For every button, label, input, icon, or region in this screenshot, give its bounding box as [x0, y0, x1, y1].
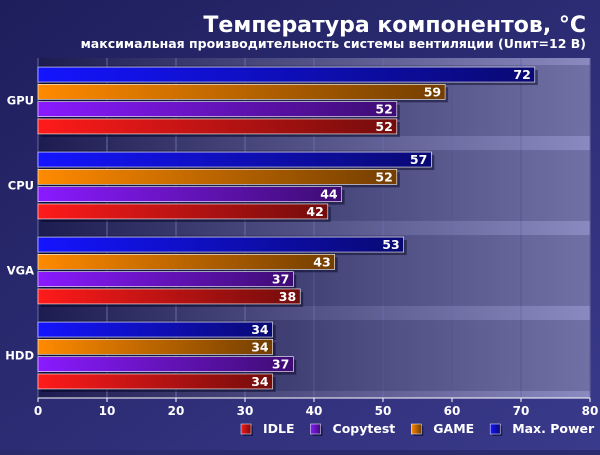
bar: [37, 373, 273, 390]
bar-value-label: 53: [382, 237, 399, 252]
bar-value-label: 42: [306, 204, 323, 219]
bar-value-label: 52: [375, 102, 392, 117]
legend-swatch: [240, 423, 252, 435]
bar: [37, 236, 405, 253]
bar-value-label: 34: [251, 339, 269, 354]
bar-value-label: 37: [272, 357, 289, 372]
category-label: CPU: [8, 179, 34, 193]
x-tick-label: 10: [99, 404, 116, 418]
category-label: HDD: [5, 349, 34, 363]
legend-label: Max. Power: [512, 421, 595, 436]
bar-value-label: 34: [251, 374, 269, 389]
bar-value-label: 57: [410, 152, 427, 167]
chart-title: Температура компонентов, °C: [203, 13, 586, 38]
x-tick-label: 0: [34, 404, 42, 418]
x-tick-label: 80: [582, 404, 599, 418]
x-tick-labels: 0 10 20 30 40 50 60 70 80: [34, 397, 599, 418]
bar: [37, 186, 342, 202]
bar: [37, 339, 273, 355]
x-tick-label: 30: [237, 404, 254, 418]
x-tick-label: 20: [168, 404, 185, 418]
legend-label: GAME: [433, 421, 474, 436]
bar-value-label: 44: [320, 187, 338, 202]
bar: [37, 271, 294, 287]
legend-label: Copytest: [333, 421, 396, 436]
bar-value-label: 34: [251, 322, 269, 337]
bar: [37, 84, 446, 100]
legend-swatch: [489, 423, 501, 435]
bar: [37, 356, 294, 372]
bar-value-label: 72: [513, 67, 530, 82]
bar-value-label: 59: [424, 84, 441, 99]
bar: [37, 321, 273, 338]
bar-value-label: 38: [279, 289, 296, 304]
bar: [37, 101, 398, 117]
bar: [37, 169, 398, 185]
category-label: VGA: [7, 264, 34, 278]
bar-value-label: 52: [375, 119, 392, 134]
bar-value-label: 37: [272, 272, 289, 287]
category-label: GPU: [7, 94, 34, 108]
x-tick-label: 50: [375, 404, 392, 418]
legend-swatch: [310, 423, 321, 435]
category-labels: GPU CPU VGA HDD: [5, 94, 34, 363]
x-tick-label: 60: [444, 404, 461, 418]
bar: [37, 254, 336, 270]
bar: [37, 118, 398, 135]
chart-subtitle: максимальная производительность системы …: [81, 36, 586, 51]
legend-label: IDLE: [263, 421, 295, 436]
legend-swatch: [411, 423, 422, 435]
bar: [37, 288, 301, 305]
bar: [37, 151, 432, 168]
x-tick-label: 40: [306, 404, 323, 418]
bar: [37, 203, 329, 220]
bar: [37, 66, 536, 83]
bar-value-label: 43: [313, 254, 330, 269]
bar-value-label: 52: [375, 169, 392, 184]
x-tick-label: 70: [513, 404, 530, 418]
legend: IDLE Copytest GAME Max. Power: [240, 421, 595, 436]
